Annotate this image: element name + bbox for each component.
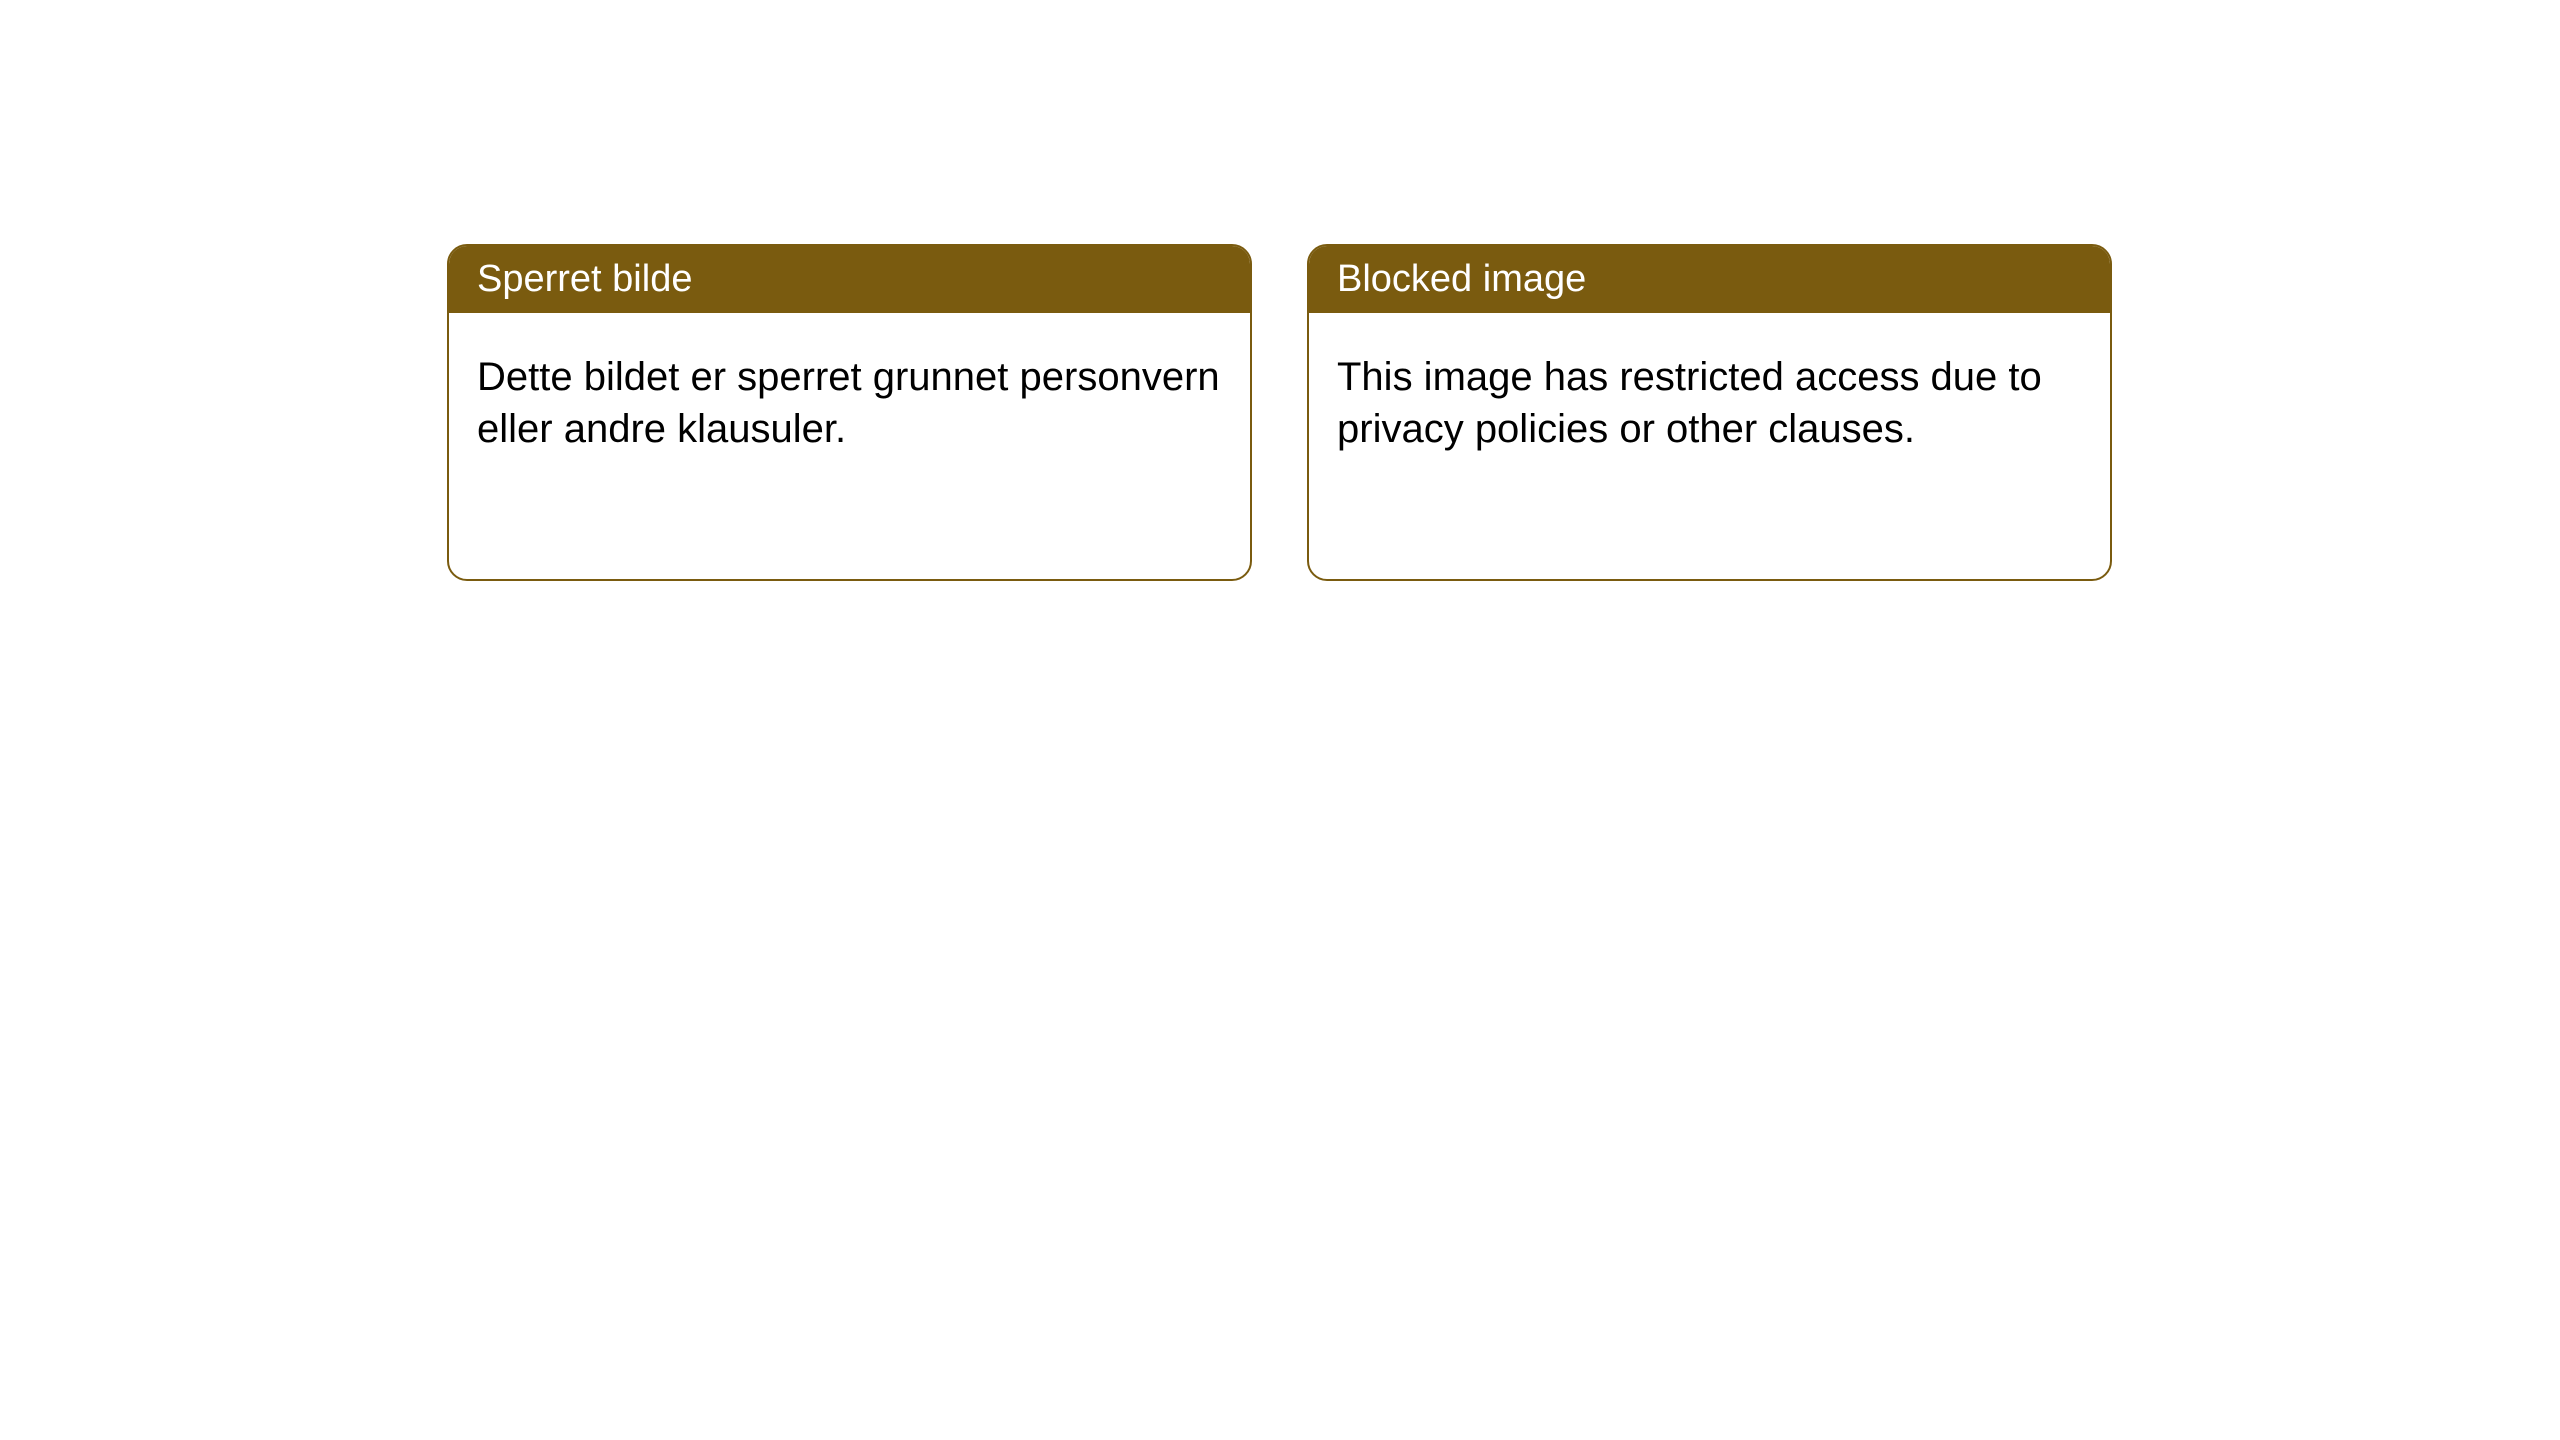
notice-body: Dette bildet er sperret grunnet personve… [449,313,1250,493]
notice-header: Blocked image [1309,246,2110,313]
notice-box-norwegian: Sperret bilde Dette bildet er sperret gr… [447,244,1252,581]
notice-header: Sperret bilde [449,246,1250,313]
notice-box-english: Blocked image This image has restricted … [1307,244,2112,581]
notice-container: Sperret bilde Dette bildet er sperret gr… [0,0,2560,581]
notice-body: This image has restricted access due to … [1309,313,2110,493]
